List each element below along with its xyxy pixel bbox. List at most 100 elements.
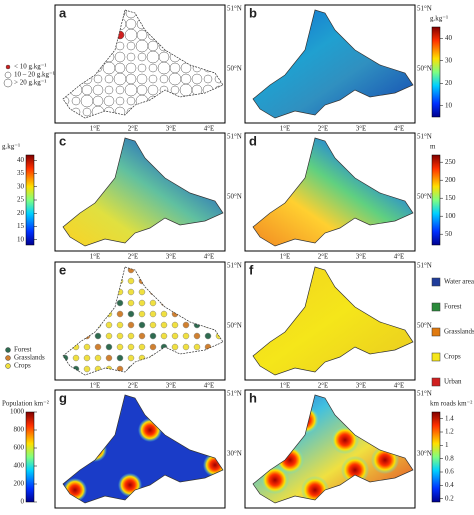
- colorbar-unit: km roads km⁻²: [430, 400, 472, 408]
- sample-site: [104, 74, 114, 84]
- sample-site: [171, 332, 179, 340]
- sample-site: [105, 321, 113, 329]
- sample-site: [170, 85, 180, 95]
- lon-label: 3°E: [166, 125, 177, 133]
- colorbar-tick-label: 0.4: [445, 481, 454, 489]
- sample-site: [115, 96, 125, 106]
- map-panel: b 51°N 50°N 1°E 2°E 3°E 4°E: [244, 4, 432, 133]
- sample-site: [83, 365, 91, 373]
- legend-symbol: [5, 347, 11, 353]
- colorbar-tick-label: 600: [14, 444, 25, 452]
- sample-site: [149, 299, 157, 307]
- lon-label: 1°E: [280, 253, 291, 261]
- legend-label: < 10 g.kg⁻¹: [14, 63, 47, 71]
- colorbar-tick-label: 10: [445, 101, 453, 109]
- sample-site: [116, 321, 124, 329]
- colorbar-unit: Population km⁻²: [2, 400, 49, 408]
- legend-label: Crops: [444, 353, 461, 361]
- sample-site: [137, 63, 147, 73]
- legend-label: Forest: [14, 346, 32, 354]
- legend-symbol: [5, 363, 11, 369]
- lat-label: 50°N: [227, 65, 242, 73]
- lat-label: 51°N: [227, 133, 242, 141]
- sample-site: [116, 332, 124, 340]
- colorbar-tick-label: 20: [17, 209, 25, 217]
- lon-label: 4°E: [394, 382, 405, 390]
- sample-site: [127, 310, 135, 318]
- legend-swatch: [431, 352, 441, 362]
- lon-label: 2°E: [318, 382, 329, 390]
- lon-label: 2°E: [128, 125, 139, 133]
- legend-symbol: [5, 355, 11, 361]
- map-panel: a 51°N 50°N 1°E 2°E 3°E 4°E: [54, 4, 242, 133]
- lon-label: 4°E: [394, 253, 405, 261]
- lon-label: 1°E: [90, 125, 101, 133]
- lat-label: 51°N: [227, 5, 242, 13]
- map-panel: c 51°N 50°N 1°E 2°E 3°E 4°E: [54, 132, 242, 261]
- sample-site: [126, 52, 136, 62]
- lon-label: 3°E: [356, 125, 367, 133]
- legend-symbol: [5, 64, 11, 70]
- sample-site: [159, 74, 169, 84]
- sample-site: [105, 354, 113, 362]
- sample-site: [115, 85, 125, 95]
- lon-label: 2°E: [318, 125, 329, 133]
- legend-swatch: [431, 302, 441, 312]
- sample-site: [114, 51, 126, 63]
- colorbar: [431, 26, 441, 118]
- colorbar-tick-label: 200: [14, 480, 25, 488]
- sample-site: [94, 332, 102, 340]
- lat-label: 30°N: [227, 450, 242, 458]
- colorbar-tick-label: 1.2: [445, 428, 454, 436]
- colorbar-tick-label: 250: [445, 158, 456, 166]
- sample-site: [125, 62, 137, 74]
- sample-site: [138, 288, 146, 296]
- panel-label: b: [249, 5, 257, 20]
- sample-site: [191, 73, 203, 85]
- colorbar-tick-label: 1: [445, 441, 449, 449]
- hotspot: [341, 456, 369, 484]
- lat-label: 50°N: [417, 65, 432, 73]
- sample-site: [203, 74, 213, 84]
- sample-site: [136, 73, 148, 85]
- sample-site: [71, 96, 81, 106]
- sample-site: [126, 96, 136, 106]
- lat-label: 50°N: [417, 193, 432, 201]
- legend-label: Forest: [444, 303, 462, 311]
- lat-label: 51°N: [417, 390, 432, 398]
- colorbar-tick-label: 30: [445, 56, 453, 64]
- hotspot: [261, 466, 289, 494]
- colorbar-tick-label: 35: [17, 169, 25, 177]
- legend-label: Grasslands: [14, 354, 45, 362]
- sample-site: [137, 52, 147, 62]
- colorbar-tick-label: 25: [17, 196, 25, 204]
- map-panel: f 51°N 50°N 1°E 2°E 3°E 4°E: [244, 261, 432, 390]
- legend-swatch: [431, 327, 441, 337]
- sample-site: [138, 310, 146, 318]
- sample-site: [127, 332, 135, 340]
- sample-site: [149, 332, 157, 340]
- panel-label: f: [249, 262, 254, 277]
- sample-site: [93, 74, 103, 84]
- sample-site: [193, 332, 201, 340]
- panel-label: g: [59, 390, 67, 405]
- lat-label: 51°N: [227, 262, 242, 270]
- colorbar-tick-label: 10: [17, 235, 25, 243]
- panel-label: a: [59, 5, 67, 20]
- sample-site: [105, 343, 113, 351]
- colorbar-tick-label: 30: [17, 182, 25, 190]
- sample-site: [126, 41, 136, 51]
- legend-symbol: [3, 78, 13, 88]
- sample-site: [105, 332, 113, 340]
- lon-label: 3°E: [166, 253, 177, 261]
- sample-site: [160, 321, 168, 329]
- legend-label: Grasslands: [444, 328, 474, 336]
- sample-site: [171, 343, 179, 351]
- lon-label: 1°E: [280, 125, 291, 133]
- sample-site: [160, 332, 168, 340]
- sample-site: [94, 343, 102, 351]
- colorbar-tick-label: 0: [21, 498, 25, 506]
- colorbar-tick-label: 0.8: [445, 454, 454, 462]
- legend-label: Urban: [444, 378, 462, 386]
- sample-site: [138, 321, 146, 329]
